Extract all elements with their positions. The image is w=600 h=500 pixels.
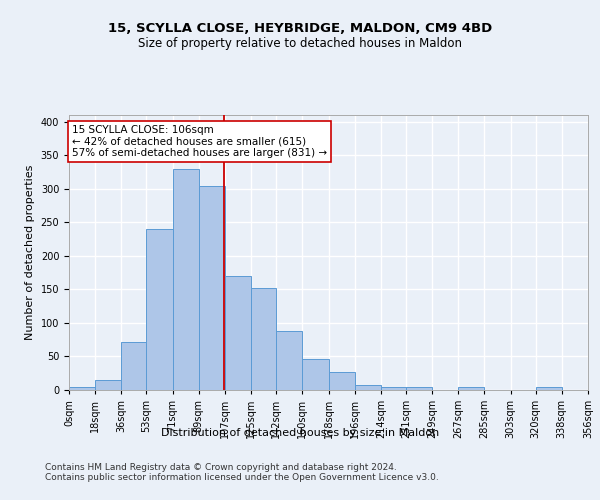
- Bar: [121, 342, 146, 390]
- Text: 15, SCYLLA CLOSE, HEYBRIDGE, MALDON, CM9 4BD: 15, SCYLLA CLOSE, HEYBRIDGE, MALDON, CM9…: [108, 22, 492, 36]
- Bar: [536, 388, 562, 390]
- Text: Distribution of detached houses by size in Maldon: Distribution of detached houses by size …: [161, 428, 439, 438]
- Text: 15 SCYLLA CLOSE: 106sqm
← 42% of detached houses are smaller (615)
57% of semi-d: 15 SCYLLA CLOSE: 106sqm ← 42% of detache…: [72, 125, 327, 158]
- Bar: [406, 386, 432, 390]
- Text: Size of property relative to detached houses in Maldon: Size of property relative to detached ho…: [138, 38, 462, 51]
- Bar: [329, 372, 355, 390]
- Bar: [355, 384, 381, 390]
- Bar: [199, 186, 225, 390]
- Bar: [302, 359, 329, 390]
- Bar: [146, 229, 173, 390]
- Bar: [95, 380, 121, 390]
- Y-axis label: Number of detached properties: Number of detached properties: [25, 165, 35, 340]
- Bar: [251, 288, 276, 390]
- Bar: [381, 386, 406, 390]
- Text: Contains HM Land Registry data © Crown copyright and database right 2024.
Contai: Contains HM Land Registry data © Crown c…: [45, 463, 439, 482]
- Bar: [173, 168, 199, 390]
- Bar: [458, 388, 484, 390]
- Bar: [276, 331, 302, 390]
- Bar: [69, 388, 95, 390]
- Bar: [225, 276, 251, 390]
